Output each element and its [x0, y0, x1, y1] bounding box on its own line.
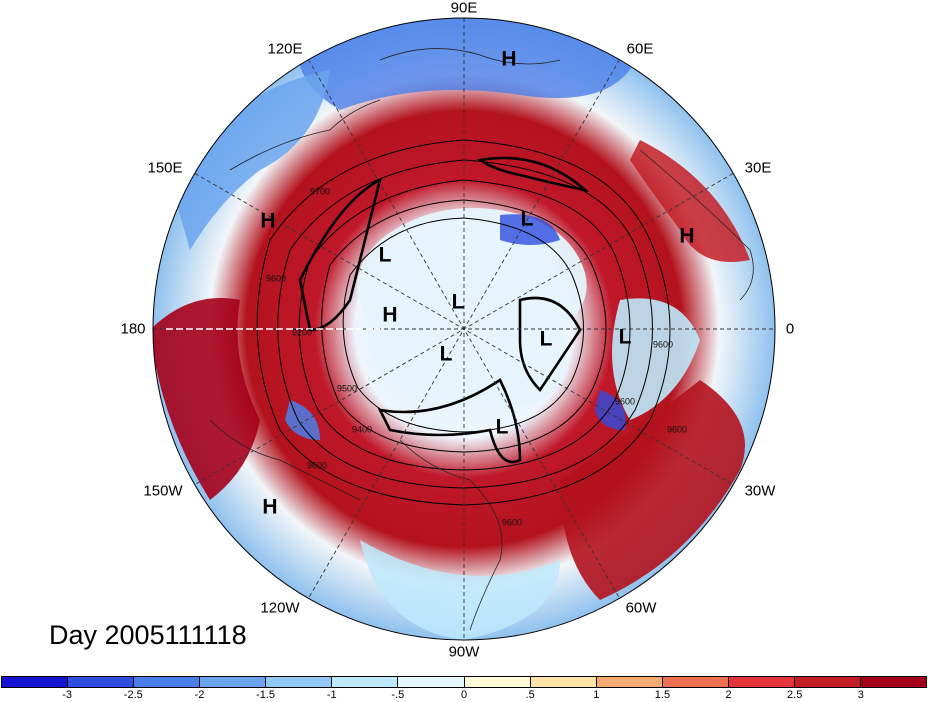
high-marker: H: [382, 303, 398, 327]
coast-3: [399, 439, 503, 631]
contour-label: 9600: [265, 273, 287, 284]
colorbar-tick-label: -.5: [391, 689, 405, 701]
light-patch-south: [360, 540, 560, 640]
colorbar-swatch: [332, 677, 399, 687]
colorbar-tick-label: .5: [525, 689, 535, 701]
contour-label: 9400: [351, 424, 373, 435]
low-marker: L: [451, 290, 465, 314]
blue-patch-northwest: [170, 70, 330, 250]
lon-label-90w: 90W: [448, 643, 480, 661]
colorbar-tick-label: 1.5: [654, 689, 671, 701]
contour-label: 9200: [291, 327, 313, 338]
meridian-150: [194, 173, 734, 485]
colorbar-swatch: [662, 677, 729, 687]
colorbar-tick-label: -2: [194, 689, 205, 701]
lon-label-30w: 30W: [744, 482, 776, 500]
lon-label-150w: 150W: [143, 482, 183, 500]
low-marker: L: [378, 243, 392, 267]
lon-label-0: 0: [785, 320, 795, 338]
coast-1: [379, 48, 561, 65]
low-marker: L: [439, 342, 453, 366]
colorbar-tick-label: -1.5: [256, 689, 276, 701]
colorbar-tick-label: 2.5: [787, 689, 803, 701]
contour-label: 9500: [336, 383, 358, 394]
colorbar-swatch: [794, 677, 862, 687]
red-patch-east: [630, 140, 750, 262]
contour-label: 9700: [309, 186, 331, 197]
colorbar-tick-label: 3: [857, 689, 864, 701]
colorbar-swatch: [2, 677, 69, 687]
contour-label: 9600: [666, 424, 688, 435]
coast-5: [229, 99, 381, 171]
low-marker: L: [495, 415, 509, 439]
high-marker: H: [260, 209, 276, 233]
coastlines: [209, 48, 754, 631]
lon-label-180: 180: [120, 320, 146, 338]
colorbar-tick-label: -2.5: [123, 689, 143, 701]
colorbar-swatch: [398, 677, 465, 687]
jet-south: [377, 378, 522, 464]
colorbar-tick-label: 1: [593, 689, 600, 701]
colorbar-swatch: [464, 677, 531, 687]
coast-2: [639, 149, 754, 301]
contour-label: 9600: [306, 460, 328, 471]
lon-label-30e: 30E: [744, 159, 772, 177]
low-marker: L: [539, 327, 553, 351]
colorbar-swatch: [861, 677, 927, 687]
lon-label-120e: 120E: [267, 40, 303, 58]
vortex-core: [357, 208, 587, 408]
blue-patch-north: [298, 18, 640, 110]
low-marker: L: [618, 325, 632, 349]
map-boundary: [152, 17, 776, 641]
red-patch-west: [153, 298, 260, 500]
colorbar-swatch: [134, 677, 201, 687]
colorbar-swatch: [266, 677, 333, 687]
lon-label-60w: 60W: [625, 599, 657, 617]
colorbar-swatch: [596, 677, 663, 687]
vortex-blue-b: [595, 390, 626, 430]
vortex-blue-a: [500, 214, 560, 245]
low-marker: L: [520, 207, 534, 231]
colorbar: [1, 676, 927, 688]
colorbar-swatch: [200, 677, 267, 687]
jet-west: [298, 177, 382, 332]
graticule: [153, 18, 775, 640]
high-marker: H: [679, 224, 695, 248]
contour-label: 9600: [652, 339, 674, 350]
contour-ring-5: [342, 217, 584, 433]
coast-4: [209, 419, 361, 501]
contour-label: 9600: [501, 517, 523, 528]
jet-east: [518, 296, 582, 393]
colorbar-tick-label: -3: [62, 689, 73, 701]
colorbar-tick-label: 0: [460, 689, 468, 701]
colorbar-swatch: [530, 677, 597, 687]
lon-label-150e: 150E: [147, 159, 183, 177]
lon-label-90e: 90E: [450, 0, 478, 17]
lon-label-60e: 60E: [626, 40, 654, 58]
high-marker: H: [262, 495, 278, 519]
jet-north: [476, 156, 590, 193]
colorbar-swatch: [68, 677, 135, 687]
lon-label-120w: 120W: [260, 599, 300, 617]
day-label: Day 2005111118: [49, 620, 247, 650]
colorbar-swatch: [728, 677, 795, 687]
colorbar-tick-label: -1: [326, 689, 337, 701]
jet-contours: [298, 156, 590, 464]
contour-label: 9600: [614, 396, 636, 407]
colorbar-tick-label: 2: [725, 689, 732, 701]
high-marker: H: [501, 47, 517, 71]
red-patch-southeast: [560, 380, 745, 600]
